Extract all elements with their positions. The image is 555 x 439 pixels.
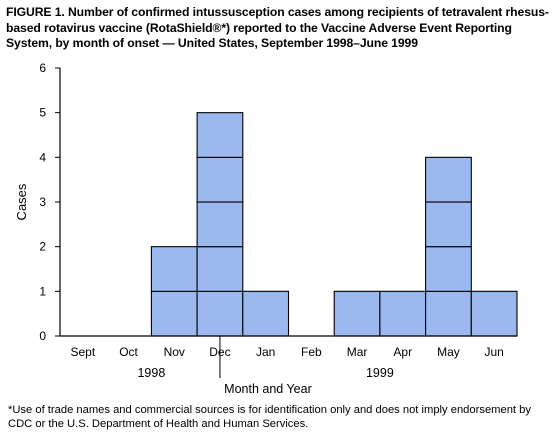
x-tick-label: Nov xyxy=(164,345,185,359)
bar-jun xyxy=(470,290,518,337)
case-box xyxy=(470,290,518,337)
footnote: *Use of trade names and commercial sourc… xyxy=(8,404,531,430)
case-box xyxy=(196,290,244,337)
year-label: 1999 xyxy=(366,366,394,380)
bar-mar xyxy=(333,290,381,337)
case-box xyxy=(333,290,381,337)
case-box xyxy=(379,290,427,337)
y-tick-label: 1 xyxy=(39,284,46,298)
case-box xyxy=(425,290,472,337)
case-box xyxy=(196,112,244,158)
x-tick-label: Mar xyxy=(347,345,368,359)
y-tick-label: 5 xyxy=(39,106,46,120)
x-tick-label: May xyxy=(437,345,460,359)
y-tick-label: 0 xyxy=(39,329,46,343)
case-box xyxy=(150,246,198,292)
y-tick-label: 6 xyxy=(39,61,46,75)
x-tick-label: Jun xyxy=(484,345,503,359)
y-tick-label: 2 xyxy=(39,240,46,254)
bar-apr xyxy=(379,290,427,337)
axes-group xyxy=(55,67,517,378)
y-tick-label: 4 xyxy=(39,150,46,164)
figure-title: FIGURE 1. Number of confirmed intussusce… xyxy=(6,5,549,50)
x-tick-label: Oct xyxy=(119,345,138,359)
bar-dec xyxy=(196,112,244,337)
case-box xyxy=(242,290,290,337)
y-tick-label: 3 xyxy=(39,195,46,209)
y-axis-title: Cases xyxy=(14,183,29,220)
case-box xyxy=(425,246,472,292)
x-tick-label: Dec xyxy=(209,345,230,359)
x-tick-label: Feb xyxy=(301,345,322,359)
x-tick-label: Jan xyxy=(256,345,275,359)
bar-jan xyxy=(242,290,290,337)
year-label: 1998 xyxy=(137,366,165,380)
case-box xyxy=(425,201,472,248)
case-box xyxy=(196,156,244,203)
bars-group xyxy=(150,112,518,337)
labels-group: 0 1 2 3 4 5 6 Sept Oct Nov Dec Jan Feb Mar Apr May Jun 19… xyxy=(14,61,504,396)
case-box xyxy=(150,290,198,337)
case-box xyxy=(196,201,244,248)
x-axis-title: Month and Year xyxy=(224,382,312,396)
case-box xyxy=(196,246,244,292)
x-tick-label: Sept xyxy=(71,345,96,359)
bar-nov xyxy=(150,246,198,337)
x-tick-label: Apr xyxy=(393,345,412,359)
case-box xyxy=(425,156,472,203)
bar-may xyxy=(425,156,472,337)
